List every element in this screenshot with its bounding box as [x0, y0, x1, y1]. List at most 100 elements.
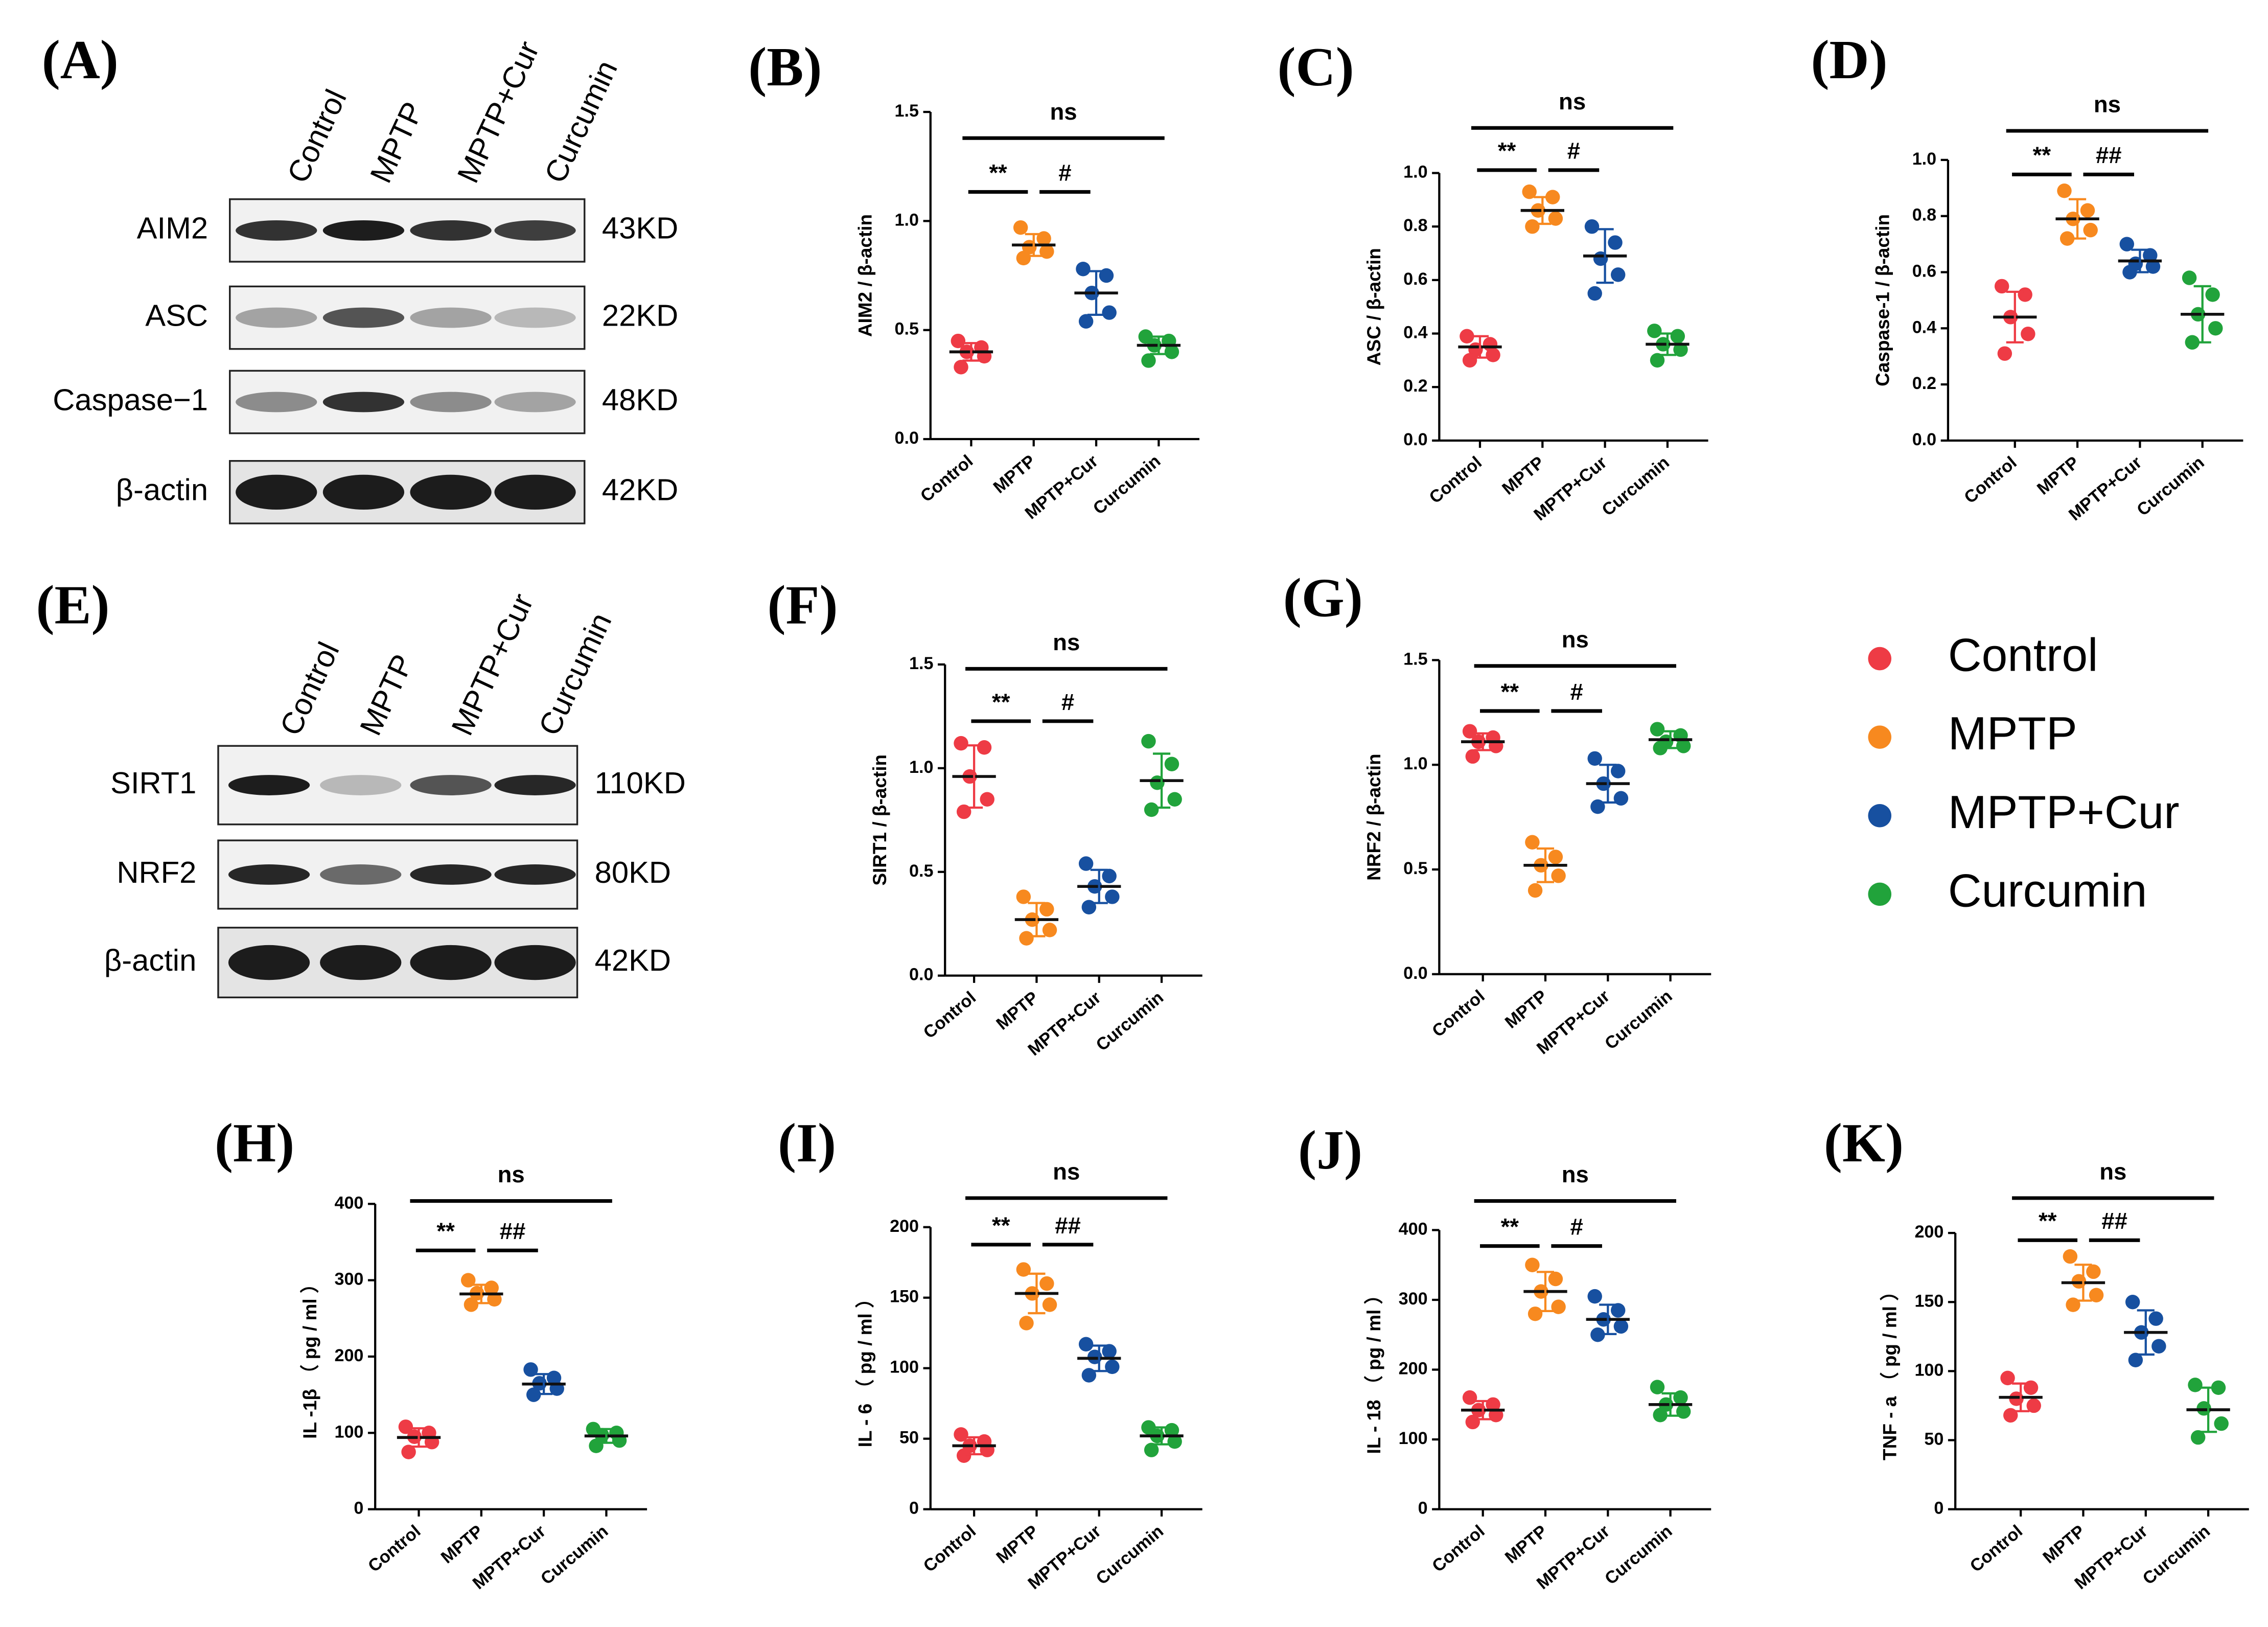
- data-point: [1078, 856, 1094, 871]
- x-tick-label: MPTP: [1498, 453, 1548, 499]
- data-point: [1462, 353, 1477, 368]
- y-tick-label: 50: [899, 1428, 919, 1448]
- data-point: [1525, 1257, 1540, 1272]
- error-bar: [2069, 198, 2087, 240]
- data-point: [1673, 342, 1688, 357]
- data-point: [1610, 267, 1626, 282]
- data-point: [1551, 868, 1566, 883]
- data-point: [1141, 353, 1156, 368]
- band: [494, 220, 576, 241]
- data-point: [954, 1427, 968, 1442]
- data-point: [1590, 1327, 1605, 1342]
- data-point: [1141, 734, 1156, 749]
- x-tick-label: Curcumin: [2139, 1521, 2214, 1588]
- y-tick-label: 0.8: [1403, 216, 1427, 235]
- size-label: 42KD: [602, 473, 678, 507]
- y-tick-label: 200: [1399, 1359, 1428, 1379]
- error-bar: [2200, 1386, 2217, 1433]
- x-tick-label: MPTP: [992, 1521, 1042, 1567]
- significance-label: **: [992, 1212, 1010, 1239]
- data-point: [1548, 850, 1563, 864]
- data-point: [1078, 314, 1094, 329]
- data-point: [526, 1387, 541, 1402]
- error-bar: [535, 1373, 553, 1395]
- error-bar: [2131, 248, 2149, 273]
- band: [320, 864, 402, 885]
- x-tick-label: Control: [920, 988, 980, 1042]
- significance-label: ns: [1053, 1159, 1080, 1185]
- data-point: [1486, 348, 1500, 362]
- band: [228, 864, 310, 885]
- band: [494, 474, 576, 510]
- legend-marker: [1868, 804, 1891, 828]
- legend-label: Curcumin: [1948, 865, 2147, 916]
- data-point: [1465, 749, 1480, 764]
- protein-label: β-actin: [116, 473, 208, 507]
- protein-label: β-actin: [104, 943, 196, 977]
- data-point: [2086, 1264, 2101, 1279]
- data-point: [589, 1438, 604, 1453]
- y-tick-label: 0.5: [1403, 859, 1427, 878]
- data-point: [401, 1445, 416, 1459]
- data-point: [2185, 335, 2200, 350]
- data-point: [1076, 262, 1091, 277]
- error-bar: [1661, 730, 1679, 749]
- protein-label: Caspase−1: [53, 382, 208, 417]
- data-point: [1676, 739, 1691, 753]
- data-point: [2151, 1339, 2166, 1354]
- significance-label: ##: [2096, 142, 2122, 168]
- data-point: [2145, 259, 2161, 274]
- significance-label: **: [989, 159, 1007, 186]
- data-point: [1528, 883, 1543, 898]
- y-tick-label: 0.2: [1912, 374, 1936, 393]
- significance-label: **: [2033, 142, 2051, 168]
- panel-letter: (C): [1278, 37, 1354, 98]
- panel-letter: (A): [42, 30, 119, 90]
- data-point: [1144, 1442, 1159, 1457]
- error-bar: [1536, 847, 1555, 883]
- data-point: [1019, 931, 1034, 946]
- blot-box: [229, 285, 586, 350]
- data-point: [1167, 1434, 1182, 1449]
- x-tick-label: MPTP: [2033, 453, 2083, 499]
- y-tick-label: 1.5: [1403, 649, 1427, 669]
- band: [410, 474, 492, 510]
- data-point: [1548, 1271, 1563, 1287]
- x-tick-label: Curcumin: [2133, 453, 2208, 520]
- data-point: [2122, 265, 2137, 280]
- error-bar: [965, 1436, 983, 1456]
- band: [494, 945, 576, 980]
- band: [236, 307, 317, 328]
- error-bar: [1090, 1344, 1108, 1372]
- legend-marker: [1868, 725, 1891, 749]
- y-axis-label: IL - 6 （ pg / ml ）: [854, 1289, 875, 1447]
- error-bar: [1028, 1272, 1046, 1315]
- legend-label: Control: [1948, 630, 2098, 681]
- y-tick-label: 0.0: [1403, 430, 1427, 449]
- y-tick-label: 0.5: [895, 319, 919, 339]
- band: [410, 392, 492, 413]
- y-tick-label: 150: [1914, 1291, 1943, 1311]
- data-point: [2214, 1416, 2229, 1431]
- x-tick-label: MPTP: [437, 1521, 487, 1567]
- significance-label: ##: [2101, 1208, 2127, 1234]
- band: [320, 775, 402, 795]
- data-point: [1462, 1390, 1477, 1405]
- y-tick-label: 100: [890, 1358, 919, 1377]
- x-tick-label: Curcumin: [1601, 987, 1676, 1053]
- significance-label: ns: [2094, 91, 2121, 118]
- panel-letter: (I): [778, 1113, 836, 1174]
- y-axis-label: TNF - a （ pg / ml ）: [1880, 1282, 1901, 1460]
- band: [322, 392, 405, 413]
- panel-letter: (J): [1298, 1120, 1362, 1181]
- y-axis-label: IL - 18 （ pg / ml ）: [1363, 1286, 1384, 1454]
- data-point: [1013, 220, 1028, 235]
- data-point: [1102, 868, 1117, 884]
- error-bar: [1596, 228, 1614, 284]
- error-bar: [1152, 1426, 1171, 1446]
- significance-label: ns: [498, 1161, 525, 1187]
- y-tick-label: 0: [1934, 1499, 1943, 1518]
- y-axis-label: IL -1β （ pg / ml ）: [299, 1274, 320, 1439]
- protein-label: AIM2: [137, 211, 208, 245]
- y-tick-label: 0.8: [1912, 205, 1936, 225]
